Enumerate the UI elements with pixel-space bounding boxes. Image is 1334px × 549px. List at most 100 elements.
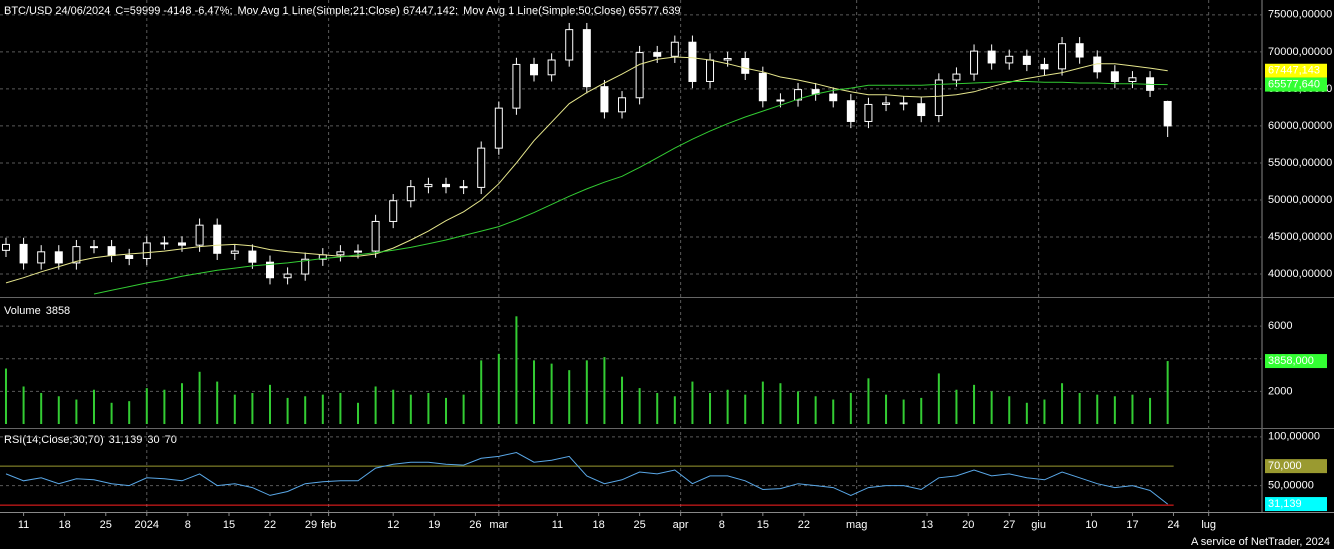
- candle-body: [1005, 55, 1014, 64]
- volume-bar: [57, 396, 60, 424]
- volume-bar: [726, 389, 729, 424]
- y-tick-label: 2000: [1268, 385, 1292, 397]
- volume-bar: [427, 393, 430, 424]
- candle-body: [248, 250, 257, 263]
- candle-body: [512, 63, 521, 109]
- volume-bar: [568, 370, 571, 424]
- x-tick-label: giu: [1031, 519, 1046, 531]
- last-value-label: 3858,000: [1268, 355, 1314, 367]
- footer: A service of NetTrader, 2024: [1191, 536, 1330, 548]
- candle-body: [794, 89, 803, 101]
- volume-bar: [621, 376, 624, 424]
- volume-bar: [1113, 396, 1116, 424]
- volume-bar: [638, 388, 641, 424]
- rsi-line: [5, 451, 1169, 505]
- candle-body: [882, 102, 891, 105]
- y-tick-label: 6000: [1268, 320, 1292, 332]
- candle-body: [107, 246, 116, 257]
- volume-bar: [849, 393, 852, 424]
- candle-body: [230, 250, 239, 254]
- candle-body: [19, 243, 28, 264]
- x-tick-label: 8: [185, 519, 191, 531]
- volume-bar: [603, 357, 606, 424]
- volume-bar: [656, 393, 659, 424]
- volume-bar: [110, 402, 113, 424]
- volume-bar: [304, 396, 307, 424]
- candle-body: [1022, 55, 1031, 65]
- volume-bar: [4, 368, 7, 424]
- volume-bar: [920, 397, 923, 424]
- x-tick-label: 8: [719, 519, 725, 531]
- candle-body: [934, 79, 943, 117]
- header-text: 70: [165, 434, 177, 446]
- volume-bar: [480, 360, 483, 424]
- header-text: Mov Avg 1 Line(Simple;21;Close) 67447,14…: [238, 5, 459, 17]
- candle-body: [1040, 63, 1049, 70]
- candle-body: [758, 72, 767, 102]
- x-tick-label: 22: [264, 519, 276, 531]
- candle-body: [406, 186, 415, 202]
- candle-body: [142, 242, 151, 259]
- volume-bar: [128, 401, 131, 424]
- header-text: 30: [147, 434, 159, 446]
- volume-bar: [691, 381, 694, 424]
- candle-body: [688, 41, 697, 82]
- candle-body: [424, 183, 433, 188]
- candle-body: [1110, 71, 1119, 82]
- volume-bar: [585, 360, 588, 424]
- y-tick-label: 55000,00000: [1268, 157, 1332, 169]
- volume-bar: [339, 393, 342, 424]
- candle-body: [459, 186, 468, 189]
- candle-body: [618, 97, 627, 113]
- candle-body: [336, 251, 345, 256]
- x-tick-label: 29: [305, 519, 317, 531]
- candle-body: [389, 200, 398, 222]
- y-tick-label: 75000,00000: [1268, 9, 1332, 21]
- volume-bar: [357, 402, 360, 424]
- x-tick-label: 17: [1126, 519, 1138, 531]
- header-text: Mov Avg 1 Line(Simple;50;Close) 65577,63…: [463, 5, 681, 17]
- candle-body: [899, 102, 908, 105]
- volume-bar: [814, 396, 817, 424]
- candle-body: [530, 63, 539, 76]
- volume-bar: [1025, 402, 1028, 424]
- volume-bar: [392, 389, 395, 424]
- candle-body: [970, 50, 979, 75]
- candle-body: [213, 224, 222, 254]
- x-tick-label: 25: [100, 519, 112, 531]
- x-tick-label: mag: [846, 519, 867, 531]
- x-tick-label: 26: [469, 519, 481, 531]
- volume-bar: [1166, 361, 1169, 424]
- x-tick-label: 2024: [135, 519, 159, 531]
- moving-average: [93, 81, 1168, 295]
- volume-bar: [22, 386, 25, 424]
- volume-bar: [761, 381, 764, 424]
- candle-body: [723, 58, 732, 61]
- candle-body: [160, 242, 169, 245]
- y-tick-label: 45000,00000: [1268, 231, 1332, 243]
- volume-bar: [92, 389, 95, 424]
- volume-bar: [445, 397, 448, 424]
- x-tick-label: 10: [1085, 519, 1097, 531]
- volume-bar: [269, 384, 272, 424]
- volume-bar: [1149, 397, 1152, 424]
- x-tick-label: 20: [962, 519, 974, 531]
- volume-bar: [409, 394, 412, 424]
- x-tick-label: 18: [58, 519, 70, 531]
- volume-bar: [885, 394, 888, 424]
- x-tick-label: 12: [387, 519, 399, 531]
- header-text: 3858: [46, 305, 70, 317]
- candle-body: [706, 59, 715, 82]
- x-tick-label: 18: [592, 519, 604, 531]
- candle-body: [582, 29, 591, 88]
- volume-bar: [462, 394, 465, 424]
- volume-bar: [955, 389, 958, 424]
- header-text: RSI(14;Close;30;70): [4, 434, 104, 446]
- candle-body: [547, 59, 556, 76]
- volume-bar: [973, 384, 976, 424]
- x-tick-label: 13: [921, 519, 933, 531]
- candle-body: [1058, 43, 1067, 70]
- volume-bar: [709, 393, 712, 424]
- candle-body: [565, 29, 574, 61]
